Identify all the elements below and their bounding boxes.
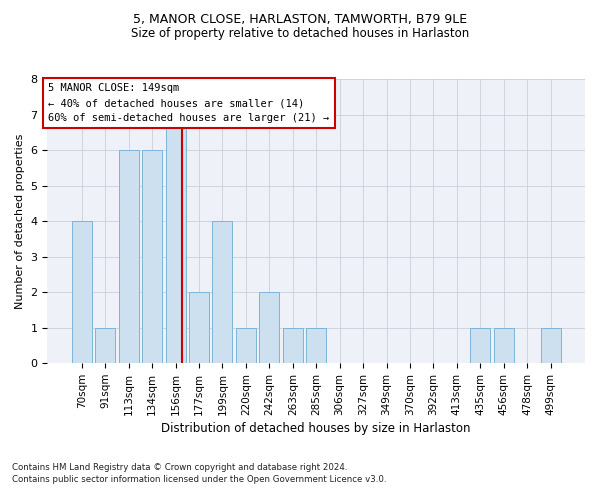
Text: Contains HM Land Registry data © Crown copyright and database right 2024.: Contains HM Land Registry data © Crown c… — [12, 464, 347, 472]
Bar — [541, 328, 560, 363]
Bar — [189, 292, 209, 363]
Text: Size of property relative to detached houses in Harlaston: Size of property relative to detached ho… — [131, 28, 469, 40]
Bar — [166, 114, 185, 363]
Text: 5, MANOR CLOSE, HARLASTON, TAMWORTH, B79 9LE: 5, MANOR CLOSE, HARLASTON, TAMWORTH, B79… — [133, 12, 467, 26]
Bar — [72, 221, 92, 363]
Bar — [494, 328, 514, 363]
Text: 5 MANOR CLOSE: 149sqm
← 40% of detached houses are smaller (14)
60% of semi-deta: 5 MANOR CLOSE: 149sqm ← 40% of detached … — [49, 84, 330, 123]
Bar — [142, 150, 162, 363]
Bar — [95, 328, 115, 363]
Bar — [212, 221, 232, 363]
Text: Contains public sector information licensed under the Open Government Licence v3: Contains public sector information licen… — [12, 475, 386, 484]
Bar — [119, 150, 139, 363]
Bar — [470, 328, 490, 363]
Bar — [236, 328, 256, 363]
Bar — [306, 328, 326, 363]
Bar — [283, 328, 303, 363]
X-axis label: Distribution of detached houses by size in Harlaston: Distribution of detached houses by size … — [161, 422, 471, 435]
Y-axis label: Number of detached properties: Number of detached properties — [15, 134, 25, 309]
Bar — [259, 292, 279, 363]
